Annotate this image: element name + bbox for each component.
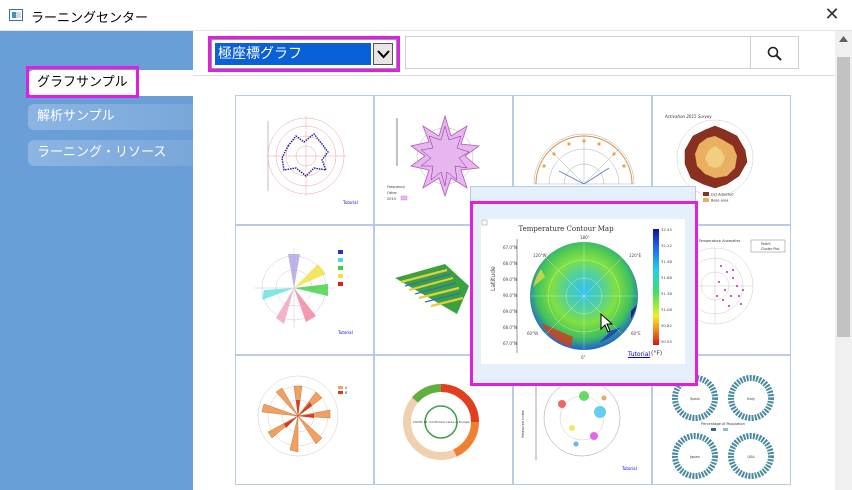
lat-tick-3: 69.0°N (503, 277, 517, 282)
lat-tick-5: 69.0°N (503, 309, 517, 314)
angle-label-120e: 120°E (629, 253, 642, 258)
thumbnail-10-tutorial-text: Tutorial (621, 466, 637, 471)
toolbar-separator (193, 75, 835, 76)
thumbnail-11-subtitle: Percentage of Population (701, 422, 745, 426)
angle-label-60w: 60°W (527, 331, 538, 336)
sidebar-item-analysis-samples[interactable]: 解析サンプル (28, 104, 193, 130)
thumbnail-5-tutorial-text: Tutorial (337, 330, 353, 335)
thumbnail-polar-line[interactable]: Tutorial (235, 95, 374, 225)
preview-tutorial-link[interactable]: Tutorial (628, 351, 651, 358)
window-title: ラーニングセンター (31, 11, 149, 26)
app-icon (9, 9, 23, 21)
thumbnail-8-legend-2: B (345, 391, 347, 395)
thumbnail-4-legend-1: Oct Adjusted (711, 193, 733, 197)
scale-tick-8: 30.55 (661, 339, 672, 344)
scale-tick-5: 31.38 (661, 291, 672, 296)
thumbnail-2-legend-3: 2019 (387, 197, 396, 201)
sidebar-item-learning-resources[interactable]: ラーニング・リソース (28, 140, 193, 166)
category-selected-value: 極座標グラフ (215, 43, 371, 65)
search-button[interactable] (751, 36, 799, 69)
thumbnail-11-label-spain: Spain (690, 397, 700, 401)
thumbnail-polar-stacked-bar[interactable]: A B (235, 355, 374, 485)
preview-title: Temperature Contour Map (518, 225, 614, 233)
scroll-thumb[interactable] (837, 57, 850, 337)
search-icon (767, 46, 782, 61)
svg-text:Daylight Temperature Anomalies: Daylight Temperature Anomalies (683, 239, 740, 243)
dropdown-highlight-box (208, 36, 400, 72)
thumbnail-4-title: Activation 2015 Survey (664, 114, 712, 119)
thumbnail-2-legend-1: Frequency (387, 185, 405, 189)
angle-label-60e: 60°E (631, 331, 641, 336)
title-bar: ラーニングセンター ✕ (0, 0, 852, 31)
thumbnail-7-legend-1: Polar1 (761, 242, 771, 246)
preview-unit-label: (°F) (651, 350, 663, 357)
close-button[interactable]: ✕ (824, 4, 840, 25)
thumbnail-9-title: COVID-19: Confirmed cases in Europe (413, 420, 470, 424)
thumbnail-11-label-usa: USA (747, 455, 755, 459)
mouse-cursor-icon (600, 313, 614, 333)
angle-label-0: 0° (581, 355, 586, 360)
chevron-down-icon[interactable] (373, 43, 393, 65)
thumbnail-10-ylabel: Measured Index (521, 410, 525, 438)
category-dropdown[interactable]: 極座標グラフ (211, 39, 397, 69)
preview-highlight-box (470, 201, 698, 386)
thumbnail-8-legend-1: A (345, 386, 348, 390)
lat-tick-2: 68.0°N (503, 261, 517, 266)
thumbnail-4-legend-2: Base area (711, 199, 728, 203)
angle-label-120w: 120°W (533, 253, 547, 258)
scale-tick-2: 32.12 (661, 243, 672, 248)
scale-tick-1: 32.45 (661, 227, 672, 232)
scale-tick-4: 31.68 (661, 275, 672, 280)
lat-tick-7: 67.0°N (503, 341, 517, 346)
lat-tick-1: 67.0°N (503, 245, 517, 250)
preview-card[interactable]: Temperature Contour Map Latitude (481, 219, 685, 364)
angle-label-180: 180° (580, 235, 590, 240)
scale-tick-3: 31.98 (661, 259, 672, 264)
sidebar-item-graph-samples[interactable]: グラフサンプル (28, 70, 193, 96)
thumbnail-2-legend-2: Other (387, 191, 397, 195)
thumbnail-11-label-japan: Japan (689, 455, 700, 459)
scale-tick-6: 31.08 (661, 307, 672, 312)
search-input[interactable] (405, 36, 751, 69)
thumbnail-wind-rose[interactable]: Tutorial (235, 225, 374, 355)
lat-tick-6: 68.0°N (503, 325, 517, 330)
scroll-up-icon[interactable] (835, 31, 852, 48)
sidebar: グラフサンプル 解析サンプル ラーニング・リソース (0, 31, 193, 490)
thumbnail-11-label-italy: Italy (747, 397, 755, 401)
thumbnail-1-tutorial-text: Tutorial (342, 200, 358, 205)
lat-tick-4: 90.0°N (503, 293, 517, 298)
thumbnail-7-legend-2: Cluster Plot (761, 247, 780, 251)
sidebar-highlight-box (26, 66, 139, 98)
vertical-scrollbar[interactable] (835, 31, 852, 490)
scale-tick-7: 30.82 (661, 323, 672, 328)
